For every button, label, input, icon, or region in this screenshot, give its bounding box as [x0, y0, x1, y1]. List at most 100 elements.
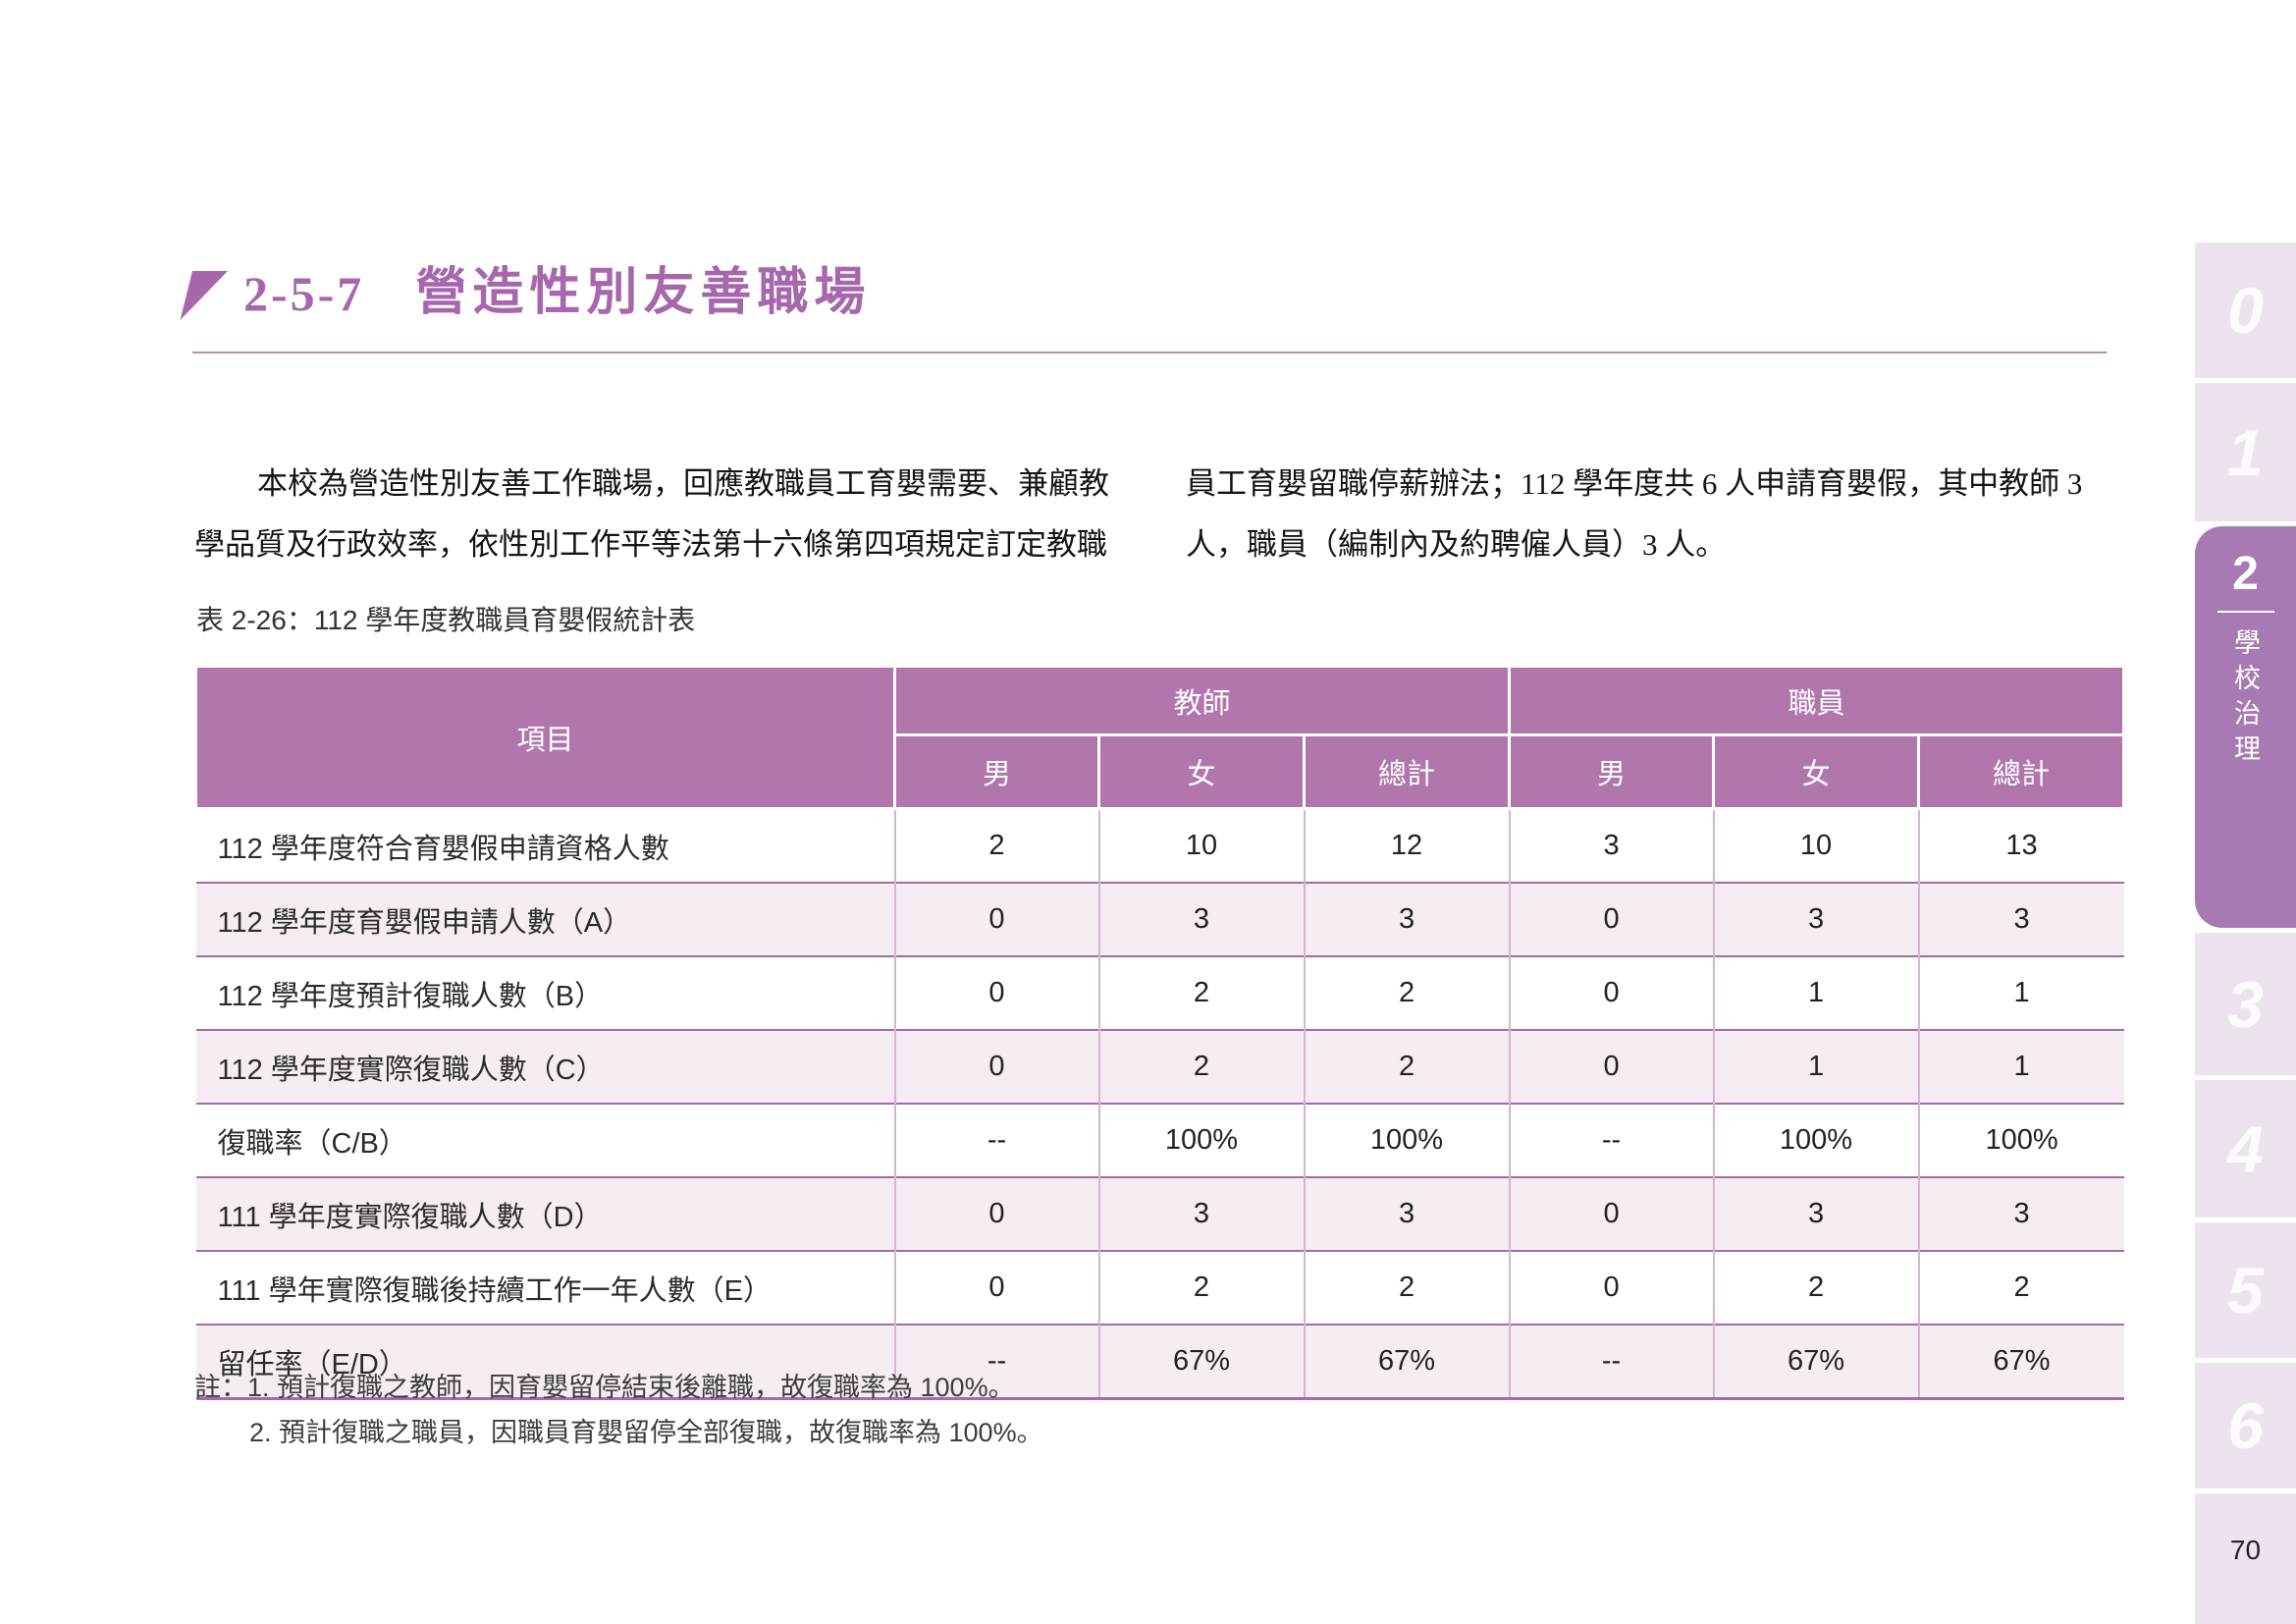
table-row: 112 學年度育嬰假申請人數（A） 0 3 3 0 3 3: [195, 882, 2124, 956]
sidebar-tab-label: 0: [2227, 274, 2264, 347]
cell-value: 0: [893, 1029, 1099, 1104]
cell-value: 3: [1097, 1176, 1305, 1251]
cell-value: 67%: [1712, 1324, 1919, 1400]
cell-value: 0: [893, 1250, 1099, 1325]
cell-value: 0: [1508, 882, 1714, 956]
cell-value: 12: [1303, 807, 1510, 883]
body-text-line: 人，職員（編制內及約聘僱人員）3 人。: [1186, 527, 1727, 562]
column-header-total: 總計: [1302, 733, 1512, 810]
sidebar-tab-divider: [2216, 611, 2274, 613]
title-underline-rule: [192, 352, 2107, 353]
cell-value: 2: [1712, 1250, 1919, 1325]
cell-value: 67%: [1917, 1324, 2124, 1400]
cell-value: 2: [1097, 1250, 1305, 1325]
cell-value: 0: [893, 882, 1099, 956]
table-row: 111 學年實際復職後持續工作一年人數（E） 0 2 2 0 2 2: [195, 1250, 2124, 1325]
cell-value: 0: [893, 955, 1099, 1030]
cell-value: 10: [1097, 807, 1305, 883]
cell-value: 3: [1303, 1176, 1510, 1251]
cell-value: 1: [1712, 1029, 1919, 1104]
page-number: 70: [2229, 1535, 2262, 1565]
sidebar-tab-label: 1: [2227, 415, 2264, 489]
body-text-line: 本校為營造性別友善工作職場，回應教職員工育嬰需要、兼顧教: [257, 466, 1109, 501]
table-row: 112 學年度符合育嬰假申請資格人數 2 10 12 3 10 13: [195, 807, 2124, 883]
cell-value: 0: [1508, 1176, 1714, 1251]
cell-value: 100%: [1097, 1103, 1305, 1177]
table-caption: 表 2-26：112 學年度教職員育嬰假統計表: [196, 605, 696, 635]
cell-value: 3: [1097, 882, 1305, 956]
sidebar-tab-label: 6: [2227, 1389, 2264, 1462]
cell-value: 0: [1508, 1250, 1714, 1325]
cell-value: 2: [1097, 1029, 1305, 1104]
cell-value: 2: [893, 807, 1099, 883]
cell-value: 67%: [1303, 1324, 1510, 1400]
cell-value: 100%: [1917, 1103, 2124, 1177]
cell-value: 1: [1917, 955, 2124, 1030]
body-text-line: 員工育嬰留職停薪辦法；112 學年度共 6 人申請育嬰假，其中教師 3: [1186, 466, 2083, 501]
column-header-female: 女: [1097, 733, 1306, 810]
cell-value: 1: [1712, 955, 1919, 1030]
sidebar-tab-3[interactable]: 3: [2195, 933, 2296, 1075]
section-marker-triangle-icon: [180, 271, 228, 320]
row-label: 111 學年度實際復職人數（D）: [195, 1176, 895, 1251]
table-row: 留任率（E/D） -- 67% 67% -- 67% 67%: [195, 1324, 2124, 1400]
cell-value: 3: [1508, 807, 1714, 883]
table-header-row-groups: 項目 教師 職員: [194, 665, 2126, 810]
cell-value: 3: [1303, 882, 1510, 956]
row-label: 112 學年度育嬰假申請人數（A）: [195, 882, 895, 956]
column-group-teacher: 教師: [892, 665, 1512, 736]
cell-value: 67%: [1097, 1324, 1305, 1400]
sidebar-tab-2-active[interactable]: 2 學校治理: [2195, 526, 2296, 928]
sidebar-tab-1[interactable]: 1: [2195, 383, 2296, 521]
cell-value: 3: [1712, 882, 1919, 956]
column-header-item: 項目: [194, 665, 896, 810]
parental-leave-statistics-table: 項目 教師 職員 男 女 總計 男 女 總計 112 學年度符合育嬰假申請資格人…: [194, 665, 2126, 1400]
cell-value: 2: [1097, 955, 1305, 1030]
cell-value: 13: [1917, 807, 2124, 883]
column-header-male: 男: [1508, 733, 1716, 810]
sidebar-tab-0[interactable]: 0: [2195, 243, 2296, 378]
sidebar-tab-label: 2: [2232, 548, 2259, 600]
cell-value: 0: [893, 1176, 1099, 1251]
section-title-row: 2-5-7 營造性別友善職場: [180, 263, 872, 324]
body-paragraph-right-column: 員工育嬰留職停薪辦法；112 學年度共 6 人申請育嬰假，其中教師 3 人，職員…: [1186, 454, 2120, 575]
row-label: 復職率（C/B）: [195, 1103, 895, 1177]
sidebar-tab-label: 5: [2227, 1254, 2264, 1326]
cell-value: 10: [1712, 807, 1919, 883]
table-note-1: 註：1. 預計復職之教師，因育嬰留停結束後離職，故復職率為 100%。: [194, 1373, 1015, 1402]
sidebar-tab-label: 4: [2227, 1112, 2264, 1185]
row-label: 112 學年度預計復職人數（B）: [195, 955, 895, 1030]
table-row: 111 學年度實際復職人數（D） 0 3 3 0 3 3: [195, 1176, 2124, 1251]
column-header-male: 男: [893, 733, 1100, 810]
section-number: 2-5-7: [243, 266, 365, 321]
table-header-row-sub: 男 女 總計 男 女 總計: [196, 733, 2126, 810]
cell-value: 1: [1917, 1029, 2124, 1104]
column-group-staff: 職員: [1508, 665, 2126, 736]
cell-value: 0: [1508, 1029, 1714, 1104]
row-label: 留任率（E/D）: [195, 1324, 895, 1400]
table-notes: 註：1. 預計復職之教師，因育嬰留停結束後離職，故復職率為 100%。 2. 預…: [194, 1365, 1043, 1455]
cell-value: --: [1508, 1324, 1714, 1400]
column-header-female: 女: [1712, 733, 1921, 810]
cell-value: 0: [1508, 955, 1714, 1030]
cell-value: 2: [1303, 955, 1510, 1030]
cell-value: --: [893, 1324, 1099, 1400]
sidebar-tab-5[interactable]: 5: [2195, 1222, 2296, 1358]
sidebar-tab-4[interactable]: 4: [2195, 1080, 2296, 1218]
cell-value: 2: [1303, 1250, 1510, 1325]
table-note-2: 2. 預計復職之職員，因職員育嬰留停全部復職，故復職率為 100%。: [249, 1418, 1043, 1447]
table-row: 復職率（C/B） -- 100% 100% -- 100% 100%: [195, 1103, 2124, 1177]
cell-value: 2: [1917, 1250, 2124, 1325]
cell-value: 100%: [1303, 1103, 1510, 1177]
table-row: 112 學年度預計復職人數（B） 0 2 2 0 1 1: [195, 955, 2124, 1030]
cell-value: 3: [1712, 1176, 1919, 1251]
column-header-total: 總計: [1917, 733, 2126, 810]
page-title: 營造性別友善職場: [415, 265, 872, 321]
row-label: 112 學年度符合育嬰假申請資格人數: [195, 807, 895, 883]
sidebar-tab-label: 3: [2227, 967, 2264, 1041]
cell-value: 2: [1303, 1029, 1510, 1104]
sidebar-tab-6[interactable]: 6: [2195, 1363, 2296, 1489]
cell-value: 3: [1917, 882, 2124, 956]
table-row: 112 學年度實際復職人數（C） 0 2 2 0 1 1: [195, 1029, 2124, 1104]
